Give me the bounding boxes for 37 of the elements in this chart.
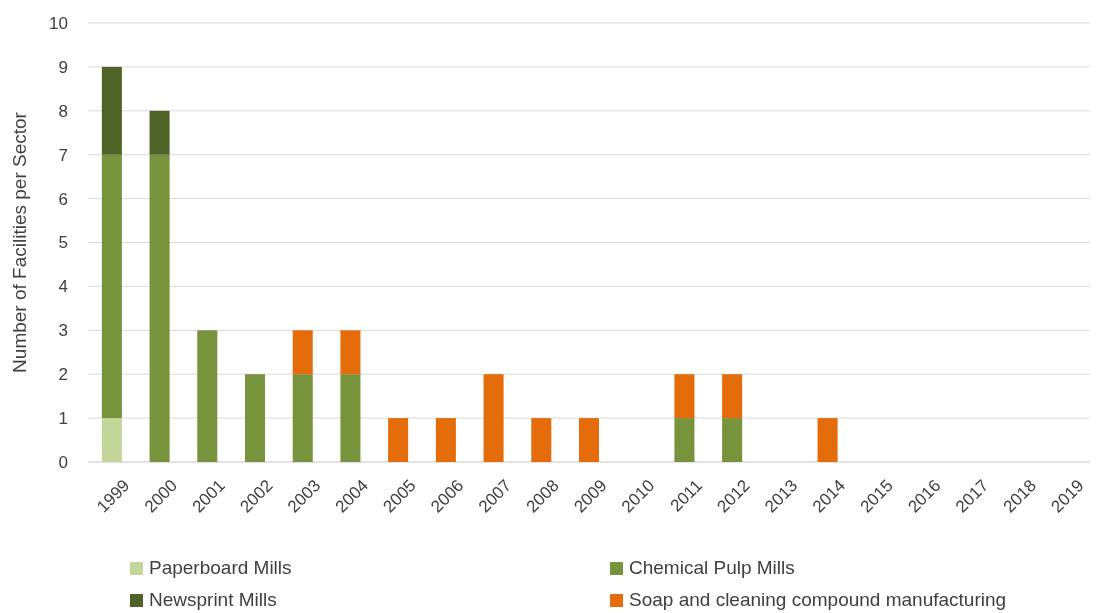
y-tick-label: 9: [58, 57, 68, 77]
y-tick-label: 8: [58, 101, 68, 121]
y-tick-label: 5: [58, 233, 68, 253]
bar: [817, 418, 838, 462]
legend-label: Newsprint Mills: [149, 589, 277, 610]
legend-label: Soap and cleaning compound manufacturing: [629, 589, 1007, 610]
bar: [244, 374, 266, 462]
bar: [722, 374, 743, 419]
bar: [292, 374, 313, 462]
bar: [722, 418, 743, 462]
bar: [531, 418, 552, 462]
bar: [340, 330, 361, 375]
bar: [149, 154, 170, 462]
bar: [483, 374, 504, 462]
bar: [340, 374, 361, 462]
bar: [101, 154, 122, 419]
bar: [101, 418, 122, 462]
bar: [197, 330, 218, 462]
legend-label: Chemical Pulp Mills: [629, 557, 795, 578]
legend-label: Paperboard Mills: [149, 557, 292, 578]
y-tick-label: 0: [58, 452, 68, 472]
bar: [149, 110, 170, 155]
bar: [292, 330, 313, 375]
y-tick-label: 10: [49, 13, 68, 33]
bar: [101, 66, 122, 155]
bar: [674, 418, 695, 462]
bar: [674, 374, 695, 419]
y-axis-title: Number of Facilities per Sector: [9, 111, 30, 373]
y-tick-label: 7: [58, 145, 68, 165]
y-tick-label: 4: [58, 277, 68, 297]
bar: [578, 418, 600, 462]
bar: [435, 418, 456, 462]
y-tick-label: 2: [58, 365, 68, 385]
y-tick-label: 6: [58, 189, 68, 209]
y-tick-label: 1: [58, 409, 68, 429]
y-tick-label: 3: [58, 321, 68, 341]
bar: [388, 418, 409, 462]
